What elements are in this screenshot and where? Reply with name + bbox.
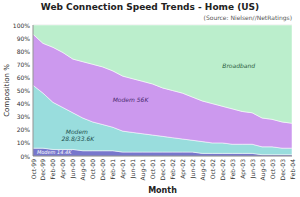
x-tick-label: Jun-02	[189, 159, 197, 179]
series-label: Modem 28.8/33.6K	[61, 127, 95, 141]
x-tick-label: Feb-00	[49, 159, 56, 180]
y-tick-label: 70%	[17, 61, 31, 68]
x-tick-label: Jun-03	[249, 159, 257, 179]
title: Web Connection Speed Trends - Home (US)	[41, 2, 259, 12]
series-label: Modem 56K	[113, 96, 150, 103]
annotation: (Source: Nielsen//NetRatings)	[204, 14, 292, 22]
grid	[33, 25, 292, 156]
x-tick-label: Feb-02	[169, 159, 176, 180]
x-axis	[33, 156, 292, 157]
y-tick-label: 20%	[17, 126, 31, 133]
chart: 0%10%20%30%40%50%60%70%80%90%100%Oct-99D…	[0, 0, 300, 197]
label-line: 28.8/33.6K	[61, 134, 95, 141]
x-tick-label: Apr-00	[59, 159, 67, 179]
series-labels: Modem 14.4K Modem 28.8/33.6K Modem 56K Broa…	[37, 62, 255, 155]
x-tick-label: Dec-03	[279, 159, 286, 181]
y-tick-label: 30%	[17, 113, 31, 120]
x-tick-label: Dec-00	[99, 159, 106, 181]
x-tick-label: Aug-02	[199, 159, 207, 181]
y-tick-label: 0%	[20, 153, 30, 160]
series-label: Broadband	[222, 62, 255, 69]
x-tick-label: Aug-01	[139, 159, 147, 181]
x-tick-label: Oct-99	[30, 159, 37, 179]
x-tick-label: Oct-01	[149, 159, 156, 179]
label-line: Modem	[66, 127, 90, 134]
x-tick-label: Dec-02	[219, 159, 226, 181]
x-tick-label: Feb-04	[289, 159, 296, 180]
y-axis	[33, 25, 34, 156]
x-tick-label: Apr-03	[239, 159, 247, 179]
x-tick-label: Oct-02	[209, 159, 216, 179]
x-ticks: Oct-99Dec-99Feb-00Apr-00Jun-00Aug-00Oct-…	[30, 159, 296, 181]
series-label: Modem 14.4K	[37, 149, 72, 155]
x-tick-label: Jun-00	[69, 159, 77, 179]
y-axis-label: Composition %	[3, 64, 11, 117]
y-ticks: 0% 10% 20% 30% 40% 50% 60% 70% 80% 90% 100%	[13, 22, 30, 160]
grid-line	[33, 156, 292, 157]
x-tick-label: Oct-00	[89, 159, 96, 179]
y-tick-label: 10%	[17, 139, 31, 146]
y-tick-label: 60%	[17, 74, 31, 81]
area	[33, 25, 292, 123]
y-tick-label: 90%	[17, 35, 31, 42]
y-tick-label: 50%	[17, 87, 31, 94]
page: {"chart_data": { "type": "area", "stacke…	[0, 0, 300, 197]
x-tick-label: Aug-03	[259, 159, 267, 181]
x-tick-label: Apr-01	[119, 159, 127, 179]
x-tick-label: Jun-01	[129, 159, 137, 179]
x-tick-label: Feb-01	[109, 159, 116, 180]
y-tick-label: 80%	[17, 48, 31, 55]
y-tick-label: 100%	[13, 22, 30, 29]
x-tick-label: Feb-03	[229, 159, 236, 180]
x-axis-label: Month	[148, 186, 177, 195]
x-tick-label: Apr-02	[179, 159, 187, 179]
x-tick-label: Dec-99	[39, 159, 46, 181]
x-tick-label: Oct-03	[269, 159, 276, 179]
x-tick-label: Aug-00	[79, 159, 87, 181]
areas	[33, 25, 292, 156]
x-tick-label: Dec-01	[159, 159, 166, 181]
y-tick-label: 40%	[17, 100, 31, 107]
